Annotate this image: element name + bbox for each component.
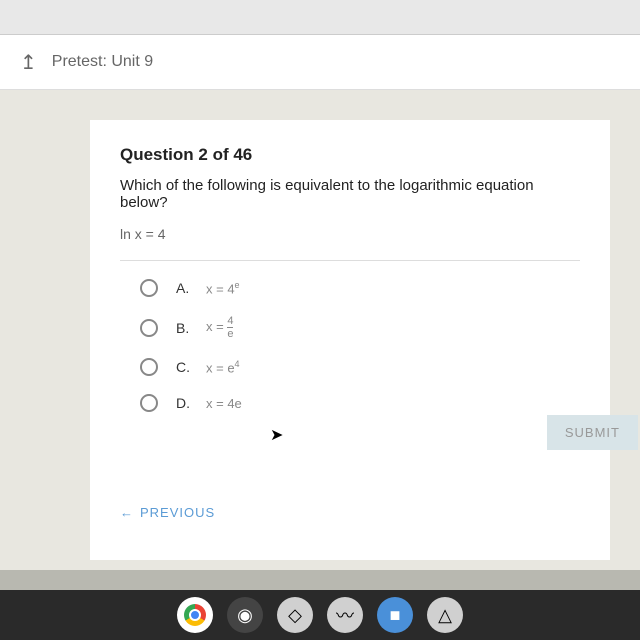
browser-chrome-top: [0, 0, 640, 35]
previous-button[interactable]: ← PREVIOUS: [120, 505, 580, 520]
option-a-text: x = 4e: [206, 280, 240, 296]
option-c[interactable]: C. x = e4: [140, 358, 580, 376]
option-d[interactable]: D. x = 4e: [140, 394, 580, 412]
back-arrow-icon[interactable]: ↥: [20, 50, 37, 75]
previous-arrow-icon: ←: [120, 505, 134, 520]
question-number: Question 2 of 46: [120, 145, 580, 165]
submit-button[interactable]: SUBMIT: [547, 415, 638, 450]
taskbar-icon-3[interactable]: ◇: [277, 597, 313, 633]
option-c-letter: C.: [176, 359, 194, 375]
taskbar-icon-6[interactable]: △: [427, 597, 463, 633]
question-equation: ln x = 4: [120, 226, 580, 261]
content-area: Question 2 of 46 Which of the following …: [0, 90, 640, 570]
taskbar-icon-2[interactable]: ◉: [227, 597, 263, 633]
option-b-text: x = 4e: [206, 315, 233, 340]
question-text: Which of the following is equivalent to …: [120, 177, 580, 211]
taskbar-icon-4[interactable]: 〰: [327, 597, 363, 633]
options-list: A. x = 4e B. x = 4e C. x = e4: [140, 279, 580, 445]
option-d-text: x = 4e: [206, 396, 242, 411]
option-c-text: x = e4: [206, 359, 240, 375]
radio-b[interactable]: [140, 319, 158, 337]
option-a-letter: A.: [176, 280, 194, 296]
taskbar-icon-5[interactable]: ■: [377, 597, 413, 633]
option-a[interactable]: A. x = 4e: [140, 279, 580, 297]
cursor-icon: ➤: [270, 425, 580, 445]
radio-d[interactable]: [140, 394, 158, 412]
question-card: Question 2 of 46 Which of the following …: [90, 120, 610, 560]
option-b-letter: B.: [176, 320, 194, 336]
option-d-letter: D.: [176, 395, 194, 411]
taskbar: ◉ ◇ 〰 ■ △: [0, 590, 640, 640]
radio-a[interactable]: [140, 279, 158, 297]
header-bar: ↥ Pretest: Unit 9: [0, 35, 640, 90]
header-title: Pretest: Unit 9: [52, 53, 153, 71]
option-b[interactable]: B. x = 4e: [140, 315, 580, 340]
radio-c[interactable]: [140, 358, 158, 376]
previous-label: PREVIOUS: [140, 505, 215, 520]
chrome-icon[interactable]: [177, 597, 213, 633]
